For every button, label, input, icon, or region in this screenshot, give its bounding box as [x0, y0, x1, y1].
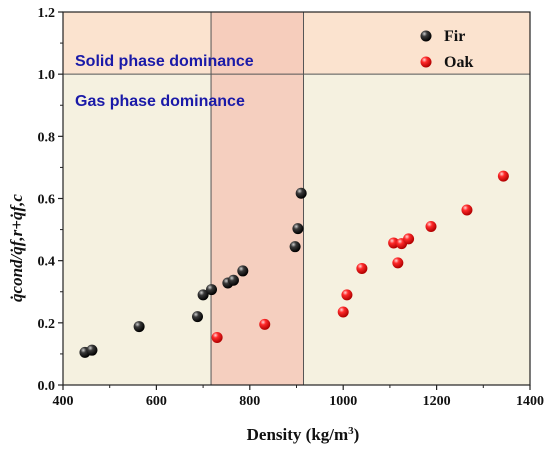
y-tick-label: 0.2 [38, 317, 56, 332]
x-axis: 400 600 800 1000 1200 1400 [53, 385, 544, 409]
solid-phase-label: Solid phase dominance [75, 53, 254, 70]
legend-marker-oak [420, 56, 432, 68]
legend-label-oak: Oak [444, 54, 473, 71]
oak-point [403, 233, 415, 245]
x-axis-title: Density (kg/m3) [247, 425, 360, 444]
series-oak [211, 170, 509, 343]
fir-point [227, 274, 239, 286]
y-tick-label: 0.6 [38, 193, 56, 208]
x-tick-label: 600 [146, 394, 167, 409]
fir-point [237, 265, 249, 277]
y-tick-label: 0.4 [38, 255, 56, 270]
oak-point [356, 262, 368, 274]
y-axis-title: q̇cond/q̇f,r+q̇f,c [7, 194, 26, 302]
x-tick-label: 1000 [329, 394, 357, 409]
fir-point [295, 187, 307, 199]
data-points [79, 170, 509, 358]
plot-frame [62, 11, 531, 386]
fir-point [206, 284, 218, 296]
x-tick-label: 1200 [423, 394, 451, 409]
series-fir [79, 187, 307, 358]
oak-point [259, 318, 271, 330]
y-tick-label: 1.0 [38, 68, 56, 83]
fir-point [292, 223, 304, 235]
oak-point [341, 289, 353, 301]
fir-point [133, 321, 145, 333]
legend-label-fir: Fir [444, 28, 465, 45]
y-tick-label: 0.8 [38, 130, 56, 145]
legend: Fir Oak [420, 28, 473, 71]
x-tick-label: 800 [239, 394, 260, 409]
oak-point [497, 170, 509, 182]
legend-marker-fir [420, 30, 432, 42]
oak-point [461, 204, 473, 216]
fir-point [197, 289, 209, 301]
oak-point [388, 237, 400, 249]
fir-point [86, 344, 98, 356]
oak-point [392, 257, 404, 269]
x-tick-label: 1400 [516, 394, 544, 409]
fir-point [191, 311, 203, 323]
y-axis: 0.0 0.2 0.4 0.6 0.8 1.0 1.2 [38, 6, 63, 394]
y-tick-label: 0.0 [38, 379, 56, 394]
gas-phase-label: Gas phase dominance [75, 93, 245, 110]
y-tick-label: 1.2 [38, 6, 56, 21]
x-tick-label: 400 [53, 394, 74, 409]
oak-point [337, 306, 349, 318]
fir-point [289, 241, 301, 253]
oak-point [425, 220, 437, 232]
oak-point [211, 331, 223, 343]
